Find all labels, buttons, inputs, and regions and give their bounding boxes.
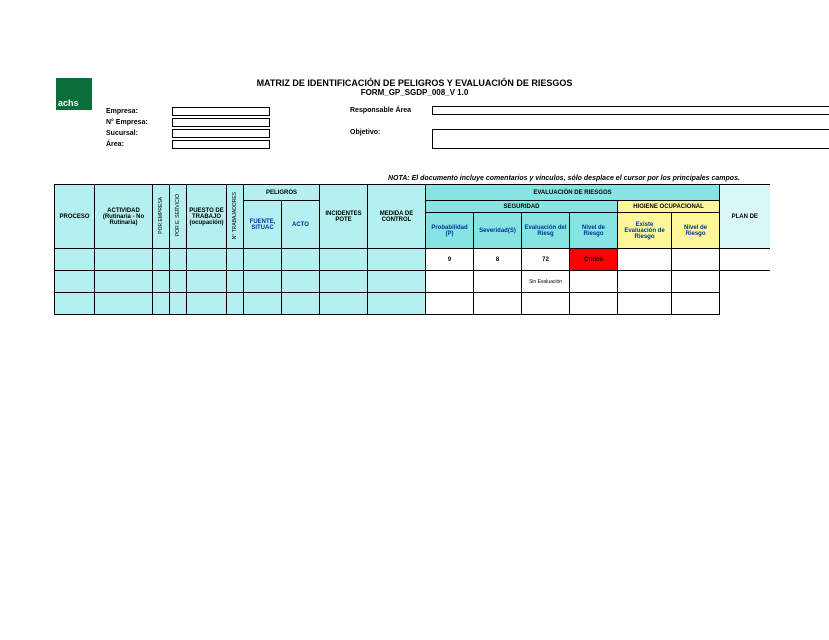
cell[interactable] xyxy=(170,249,187,271)
cell[interactable] xyxy=(570,271,618,293)
label-empresa: Empresa: xyxy=(106,108,168,115)
cell[interactable] xyxy=(618,293,672,315)
cell[interactable] xyxy=(282,249,320,271)
cell[interactable] xyxy=(55,293,95,315)
cell[interactable] xyxy=(227,249,244,271)
label-objetivo: Objetivo: xyxy=(350,129,428,136)
cell[interactable] xyxy=(95,293,153,315)
table-row xyxy=(55,293,770,315)
document-title: MATRIZ DE IDENTIFICACIÓN DE PELIGROS Y E… xyxy=(0,78,829,97)
cell[interactable] xyxy=(170,293,187,315)
cell[interactable] xyxy=(282,271,320,293)
cell[interactable] xyxy=(320,271,368,293)
table-row: 9 8 72 Crítico xyxy=(55,249,770,271)
hdr-por-empresa: POR EMPRESA xyxy=(153,185,170,249)
meta-left-block: Empresa: N° Empresa: Sucursal: Área: xyxy=(106,106,270,150)
hdr-plan: PLAN DE xyxy=(720,185,770,249)
cell-evalr[interactable]: 72 xyxy=(522,249,570,271)
note-text: NOTA: El documento incluye comentarios y… xyxy=(388,175,740,182)
cell[interactable] xyxy=(618,249,672,271)
label-area: Área: xyxy=(106,141,168,148)
cell[interactable] xyxy=(55,271,95,293)
hdr-evalr: Evaluación del Riesg xyxy=(522,213,570,249)
input-objetivo[interactable] xyxy=(432,129,829,149)
input-sucursal[interactable] xyxy=(172,129,270,138)
hdr-nivel2: Nivel de Riesgo xyxy=(672,213,720,249)
cell[interactable] xyxy=(244,249,282,271)
hdr-seguridad: SEGURIDAD xyxy=(426,201,618,213)
cell[interactable] xyxy=(187,293,227,315)
hdr-incidentes: INCIDENTES POTE xyxy=(320,185,368,249)
cell[interactable] xyxy=(95,249,153,271)
cell[interactable] xyxy=(426,271,474,293)
hdr-peligros: PELIGROS xyxy=(244,185,320,201)
cell[interactable] xyxy=(474,271,522,293)
input-area[interactable] xyxy=(172,140,270,149)
risk-matrix-table: PROCESO ACTIVIDAD (Rutinaria - No Rutina… xyxy=(54,184,770,315)
cell[interactable] xyxy=(368,271,426,293)
cell[interactable] xyxy=(672,293,720,315)
cell[interactable] xyxy=(320,249,368,271)
cell-nivel[interactable]: Crítico xyxy=(570,249,618,271)
cell[interactable] xyxy=(282,293,320,315)
title-line2: FORM_GP_SGDP_008_V 1.0 xyxy=(0,88,829,97)
label-sucursal: Sucursal: xyxy=(106,130,168,137)
meta-right-block: Responsable Área Objetivo: xyxy=(350,106,829,149)
cell[interactable] xyxy=(368,249,426,271)
hdr-sev: Severidad(S) xyxy=(474,213,522,249)
cell[interactable] xyxy=(170,271,187,293)
hdr-n-trab: N° TRABAJADORES xyxy=(227,185,244,249)
hdr-existe: Existe Evaluación de Riesgo xyxy=(618,213,672,249)
cell[interactable] xyxy=(720,271,770,293)
cell[interactable] xyxy=(153,293,170,315)
cell[interactable] xyxy=(153,271,170,293)
hdr-por-servicio: POR E. SERVICIO xyxy=(170,185,187,249)
cell[interactable] xyxy=(244,293,282,315)
cell[interactable] xyxy=(320,293,368,315)
hdr-actividad: ACTIVIDAD (Rutinaria - No Rutinaria) xyxy=(95,185,153,249)
hdr-prob: Probabilidad (P) xyxy=(426,213,474,249)
hdr-nivel: Nivel de Riesgo xyxy=(570,213,618,249)
cell[interactable] xyxy=(426,293,474,315)
hdr-fuente: FUENTE, SITUAC xyxy=(244,201,282,249)
cell[interactable] xyxy=(187,271,227,293)
input-n-empresa[interactable] xyxy=(172,118,270,127)
cell[interactable] xyxy=(618,271,672,293)
cell[interactable] xyxy=(570,293,618,315)
cell[interactable] xyxy=(720,293,770,315)
label-n-empresa: N° Empresa: xyxy=(106,119,168,126)
hdr-puesto: PUESTO DE TRABAJO (ocupación) xyxy=(187,185,227,249)
cell[interactable] xyxy=(720,249,770,271)
cell[interactable] xyxy=(187,249,227,271)
table-row: Sin Evaluación xyxy=(55,271,770,293)
hdr-medida: MEDIDA DE CONTROL xyxy=(368,185,426,249)
cell[interactable] xyxy=(672,271,720,293)
cell[interactable] xyxy=(227,293,244,315)
cell[interactable] xyxy=(227,271,244,293)
label-responsable: Responsable Área xyxy=(350,107,428,114)
cell[interactable] xyxy=(244,271,282,293)
cell-sev[interactable]: 8 xyxy=(474,249,522,271)
input-responsable[interactable] xyxy=(432,106,829,115)
cell[interactable] xyxy=(522,293,570,315)
hdr-acto: ACTO xyxy=(282,201,320,249)
title-line1: MATRIZ DE IDENTIFICACIÓN DE PELIGROS Y E… xyxy=(0,78,829,88)
hdr-evaluacion: EVALUACIÓN DE RIESGOS xyxy=(426,185,720,201)
cell-sin-eval[interactable]: Sin Evaluación xyxy=(522,271,570,293)
input-empresa[interactable] xyxy=(172,107,270,116)
cell[interactable] xyxy=(95,271,153,293)
hdr-higiene: HIGIENE OCUPACIONAL xyxy=(618,201,720,213)
cell[interactable] xyxy=(55,249,95,271)
hdr-proceso: PROCESO xyxy=(55,185,95,249)
cell[interactable] xyxy=(368,293,426,315)
cell-prob[interactable]: 9 xyxy=(426,249,474,271)
cell[interactable] xyxy=(672,249,720,271)
cell[interactable] xyxy=(474,293,522,315)
cell[interactable] xyxy=(153,249,170,271)
